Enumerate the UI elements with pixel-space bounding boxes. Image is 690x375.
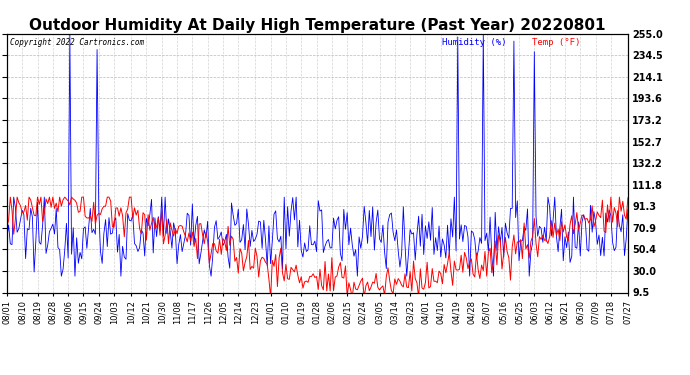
Title: Outdoor Humidity At Daily High Temperature (Past Year) 20220801: Outdoor Humidity At Daily High Temperatu… bbox=[29, 18, 606, 33]
Text: Temp (°F): Temp (°F) bbox=[531, 38, 580, 46]
Text: Humidity (%): Humidity (%) bbox=[442, 38, 506, 46]
Text: Copyright 2022 Cartronics.com: Copyright 2022 Cartronics.com bbox=[10, 38, 144, 46]
